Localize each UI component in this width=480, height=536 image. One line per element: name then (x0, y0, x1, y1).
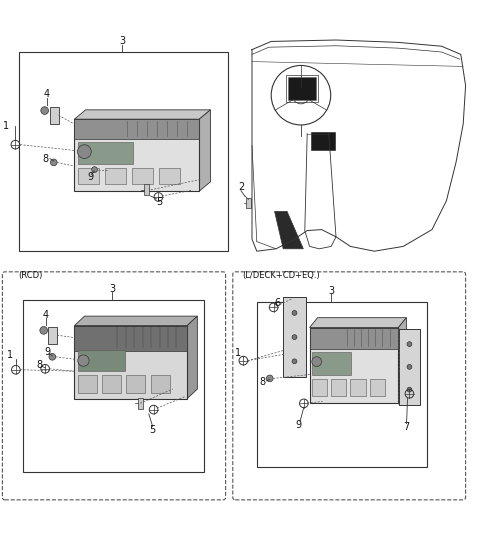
Polygon shape (74, 110, 210, 119)
Text: 5: 5 (156, 197, 163, 207)
Bar (126, 375, 145, 393)
Bar (311, 132, 335, 151)
Polygon shape (398, 318, 407, 404)
Text: (RCD): (RCD) (18, 271, 43, 280)
Circle shape (78, 355, 89, 366)
Bar (370, 379, 384, 396)
Bar (312, 352, 351, 375)
Text: 3: 3 (109, 284, 115, 294)
Bar (158, 168, 180, 184)
Bar (78, 142, 133, 164)
Text: (L/DECK+CD+EQ.): (L/DECK+CD+EQ.) (242, 271, 320, 280)
Text: 3: 3 (328, 286, 334, 295)
Circle shape (292, 310, 297, 315)
Text: 5: 5 (149, 425, 156, 435)
Text: 9: 9 (87, 172, 93, 182)
Circle shape (41, 107, 48, 114)
Text: 4: 4 (44, 89, 50, 99)
Bar (74, 325, 187, 399)
Text: 8: 8 (259, 377, 265, 387)
Bar (132, 168, 153, 184)
Bar (257, 302, 427, 467)
Circle shape (40, 326, 48, 334)
Bar (102, 375, 121, 393)
Bar (50, 107, 59, 124)
Bar (48, 326, 57, 344)
Circle shape (292, 334, 297, 339)
Bar (151, 375, 170, 393)
Circle shape (312, 357, 322, 367)
Polygon shape (310, 318, 407, 327)
Text: 6: 6 (275, 297, 280, 308)
Text: 2: 2 (238, 182, 244, 192)
Text: 9: 9 (295, 420, 301, 430)
Bar (78, 168, 99, 184)
Polygon shape (275, 211, 303, 249)
Text: 1: 1 (3, 121, 9, 131)
Bar (283, 297, 306, 377)
Circle shape (407, 342, 412, 347)
Text: 8: 8 (43, 153, 48, 163)
Bar (23, 300, 204, 472)
Bar (310, 327, 398, 404)
Bar (105, 168, 126, 184)
Bar (331, 379, 347, 396)
Circle shape (407, 387, 412, 392)
Circle shape (407, 364, 412, 369)
Bar (288, 77, 316, 100)
Bar (74, 119, 199, 191)
Bar (19, 52, 228, 251)
Polygon shape (187, 316, 197, 399)
Bar (310, 327, 398, 349)
Bar (399, 329, 420, 405)
Bar (74, 325, 187, 351)
Circle shape (292, 359, 297, 364)
Text: 7: 7 (403, 422, 410, 433)
Circle shape (77, 145, 91, 159)
Bar (78, 375, 97, 393)
Text: 9: 9 (44, 347, 50, 357)
Bar (137, 398, 143, 408)
Circle shape (266, 375, 273, 382)
Bar (350, 379, 366, 396)
Bar (74, 119, 199, 139)
Polygon shape (74, 316, 197, 325)
Circle shape (92, 167, 97, 173)
Text: 8: 8 (36, 360, 42, 370)
Polygon shape (199, 110, 210, 191)
Text: 4: 4 (43, 310, 49, 319)
Text: 3: 3 (120, 36, 125, 47)
Bar (312, 379, 327, 396)
Circle shape (49, 353, 56, 360)
Text: 1: 1 (235, 348, 241, 359)
Bar (144, 184, 149, 195)
Bar (78, 351, 125, 371)
Bar (286, 75, 318, 102)
Text: 1: 1 (7, 351, 12, 360)
Circle shape (50, 159, 57, 166)
Bar (246, 198, 252, 209)
